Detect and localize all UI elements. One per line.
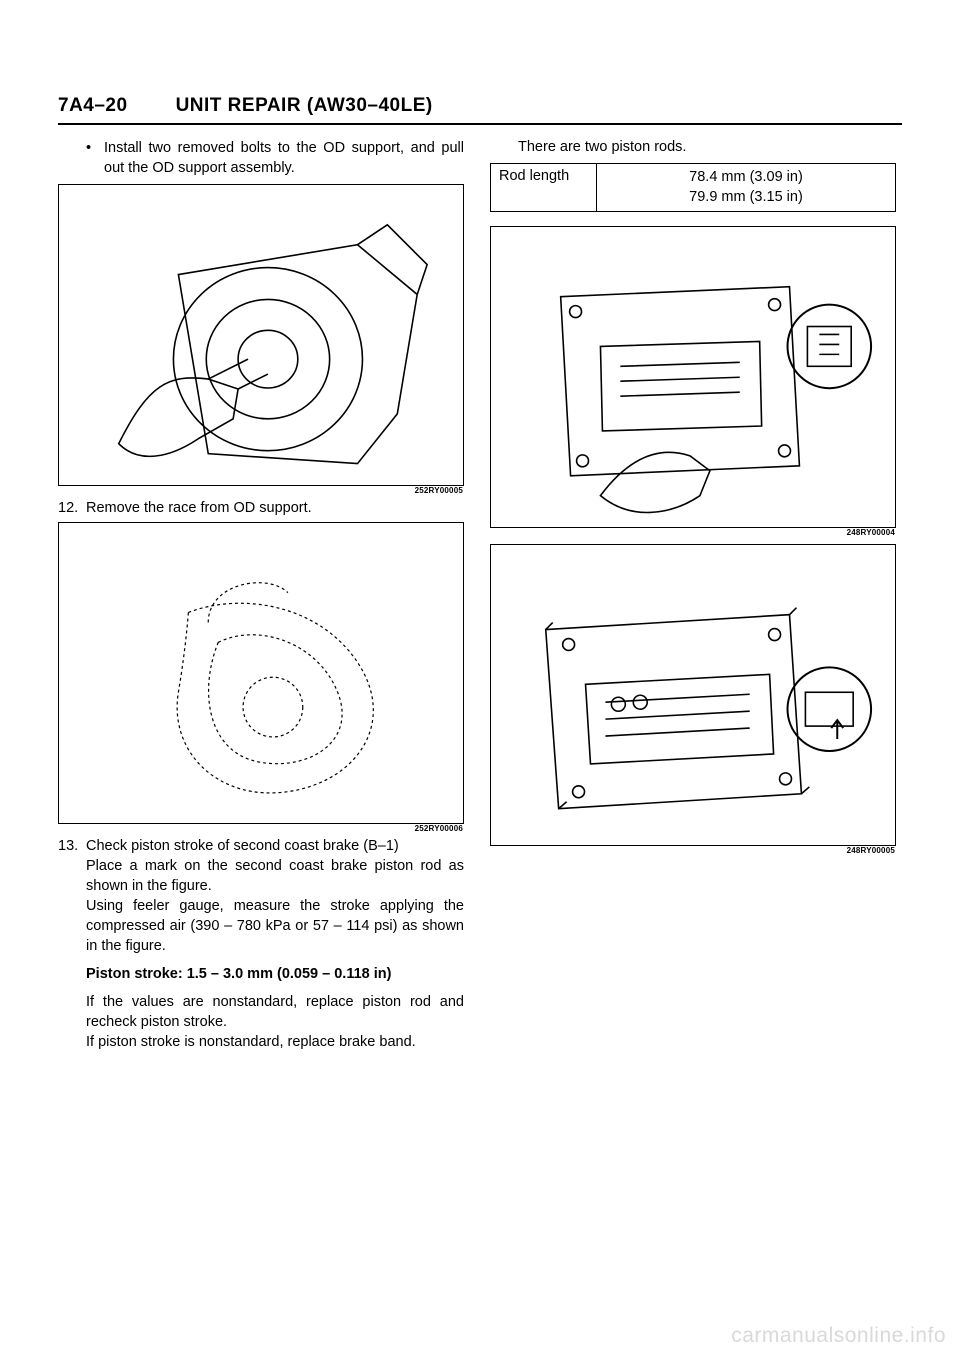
figure-id: 252RY00005 bbox=[415, 486, 463, 495]
right-column: There are two piston rods. Rod length 78… bbox=[490, 139, 896, 1052]
step-text: Remove the race from OD support. bbox=[86, 498, 464, 518]
bullet-dot: • bbox=[86, 139, 104, 178]
figure-valve-body-bottom: 248RY00005 bbox=[490, 544, 896, 846]
watermark: carmanualsonline.info bbox=[731, 1324, 946, 1348]
table-values: 78.4 mm (3.09 in) 79.9 mm (3.15 in) bbox=[597, 164, 896, 212]
figure-id: 252RY00006 bbox=[415, 824, 463, 833]
diagram-icon bbox=[491, 545, 895, 846]
table-label: Rod length bbox=[491, 164, 597, 212]
bullet-text: Install two removed bolts to the OD supp… bbox=[104, 139, 464, 178]
step-13: 13. Check piston stroke of second coast … bbox=[58, 836, 464, 956]
step-13-para3: If the values are nonstandard, replace p… bbox=[86, 992, 464, 1032]
diagram-icon bbox=[491, 227, 895, 528]
rod-length-table: Rod length 78.4 mm (3.09 in) 79.9 mm (3.… bbox=[490, 163, 896, 212]
step-13-para4: If piston stroke is nonstandard, replace… bbox=[86, 1032, 464, 1052]
step-13-line1: Check piston stroke of second coast brak… bbox=[86, 838, 399, 854]
step-12: 12. Remove the race from OD support. bbox=[58, 498, 464, 518]
section-title: UNIT REPAIR (AW30–40LE) bbox=[176, 95, 433, 117]
figure-id: 248RY00004 bbox=[847, 528, 895, 537]
rod-length-1: 78.4 mm (3.09 in) bbox=[689, 169, 803, 185]
page-number: 7A4–20 bbox=[58, 95, 128, 117]
step-number: 12. bbox=[58, 498, 86, 518]
step-text: Check piston stroke of second coast brak… bbox=[86, 836, 464, 956]
figure-valve-body-top: 248RY00004 bbox=[490, 226, 896, 528]
piston-stroke-spec: Piston stroke: 1.5 – 3.0 mm (0.059 – 0.1… bbox=[86, 966, 464, 982]
figure-od-support-removal: 252RY00005 bbox=[58, 184, 464, 486]
diagram-icon bbox=[59, 523, 463, 824]
diagram-icon bbox=[59, 185, 463, 486]
page-header: 7A4–20 UNIT REPAIR (AW30–40LE) bbox=[58, 95, 902, 125]
figure-race-removal: 252RY00006 bbox=[58, 522, 464, 824]
figure-id: 248RY00005 bbox=[847, 846, 895, 855]
step-number: 13. bbox=[58, 836, 86, 956]
step-13-para2: Using feeler gauge, measure the stroke a… bbox=[86, 898, 464, 954]
left-column: • Install two removed bolts to the OD su… bbox=[58, 139, 464, 1052]
rod-length-2: 79.9 mm (3.15 in) bbox=[689, 189, 803, 205]
step-13-para1: Place a mark on the second coast brake p… bbox=[86, 858, 464, 894]
bullet-item: • Install two removed bolts to the OD su… bbox=[86, 139, 464, 178]
piston-rods-intro: There are two piston rods. bbox=[518, 139, 896, 155]
